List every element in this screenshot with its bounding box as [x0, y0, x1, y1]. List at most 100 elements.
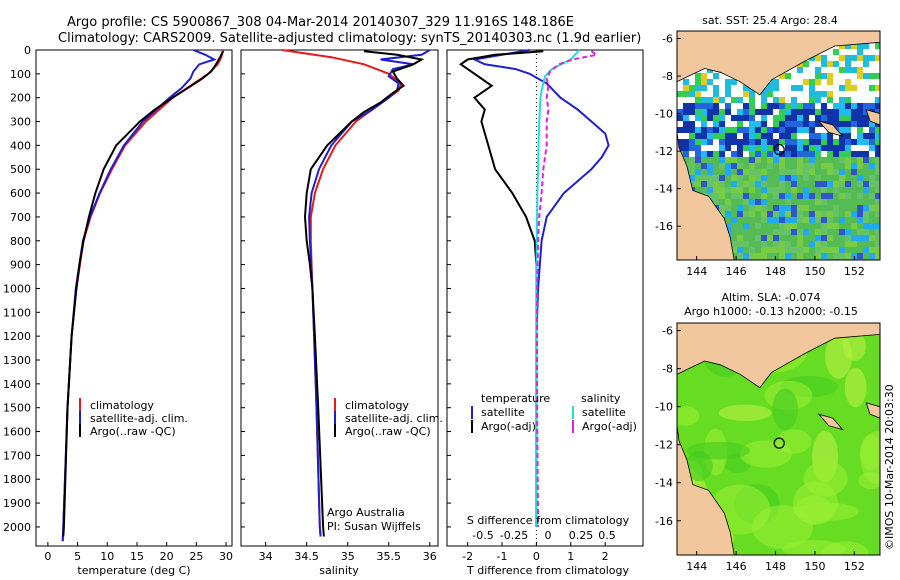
- island: [817, 120, 844, 137]
- sst-cell: [743, 127, 749, 133]
- sst-cell: [839, 109, 845, 115]
- sst-cell: [863, 253, 869, 259]
- x-tick-label: 30: [219, 550, 233, 563]
- sst-cell: [869, 145, 875, 151]
- sst-cell: [749, 163, 755, 169]
- sst-cell: [875, 67, 880, 73]
- sst-cell: [869, 91, 875, 97]
- sst-cell: [821, 205, 827, 211]
- sst-map[interactable]: [676, 30, 881, 265]
- sst-cell: [827, 91, 833, 97]
- sst-cell: [737, 133, 743, 139]
- sst-cell: [845, 211, 851, 217]
- sst-cell: [833, 91, 839, 97]
- sst-cell: [839, 91, 845, 97]
- sst-cell: [785, 103, 791, 109]
- sst-cell: [749, 187, 755, 193]
- sst-cell: [791, 103, 797, 109]
- sst-cell: [851, 103, 857, 109]
- sst-cell: [797, 205, 803, 211]
- sst-cell: [845, 157, 851, 163]
- sst-cell: [719, 139, 725, 145]
- sst-cell: [725, 85, 731, 91]
- sst-cell: [785, 175, 791, 181]
- sst-cell: [827, 85, 833, 91]
- sst-cell: [869, 187, 875, 193]
- sst-cell: [821, 109, 827, 115]
- lon-tick-label: 150: [804, 265, 825, 278]
- sst-cell: [845, 43, 851, 49]
- sst-cell: [827, 199, 833, 205]
- sst-cell: [857, 127, 863, 133]
- depth-tick-label: 800: [10, 235, 31, 248]
- sst-cell: [791, 73, 797, 79]
- sst-cell: [707, 127, 713, 133]
- sst-cell: [695, 79, 701, 85]
- sst-cell: [701, 91, 707, 97]
- sst-cell: [761, 109, 767, 115]
- sst-cell: [809, 193, 815, 199]
- sst-cell: [707, 73, 713, 79]
- sst-cell: [839, 205, 845, 211]
- sst-cell: [773, 163, 779, 169]
- sst-cell: [731, 157, 737, 163]
- sst-map-lon-axis: 144 146 148 150 152: [686, 256, 865, 278]
- sst-cell: [875, 49, 880, 55]
- depth-tick-label: 1900: [3, 497, 31, 510]
- sst-cell: [791, 151, 797, 157]
- sst-cell: [761, 253, 767, 259]
- sst-cell: [785, 97, 791, 103]
- sst-cell: [743, 145, 749, 151]
- sst-cell: [785, 91, 791, 97]
- sst-cell: [857, 187, 863, 193]
- sst-cell: [833, 247, 839, 253]
- t-difference-x-axis: -2 -1 0 1 2: [447, 49, 609, 563]
- sst-cell: [713, 151, 719, 157]
- sst-cell: [683, 127, 689, 133]
- sst-cell: [869, 151, 875, 157]
- sst-cell: [731, 199, 737, 205]
- argo-position-marker[interactable]: [773, 437, 785, 449]
- sst-cell: [779, 121, 785, 127]
- sst-cell: [779, 241, 785, 247]
- t-difference-xlabel: T difference from climatology: [466, 564, 629, 577]
- header-line2: Climatology: CARS2009. Satellite-adjuste…: [58, 31, 641, 46]
- sst-cell: [779, 235, 785, 241]
- x-tick-label: 0: [533, 550, 540, 563]
- sst-cell: [713, 121, 719, 127]
- sst-cell: [857, 115, 863, 121]
- sst-cell: [737, 91, 743, 97]
- sst-cell: [767, 97, 773, 103]
- sst-cell: [773, 235, 779, 241]
- sst-cell: [683, 79, 689, 85]
- map-field: [677, 323, 880, 555]
- sst-cell: [743, 85, 749, 91]
- x-tick-label: 25: [189, 550, 203, 563]
- sst-cell: [815, 205, 821, 211]
- depth-tick-label: 400: [10, 139, 31, 152]
- lon-tick-label: 148: [765, 265, 786, 278]
- sst-cell: [701, 97, 707, 103]
- depth-tick-label: 1700: [3, 449, 31, 462]
- argo-position-marker[interactable]: [773, 143, 785, 156]
- sst-cell: [827, 139, 833, 145]
- sst-cell: [767, 205, 773, 211]
- sst-cell: [719, 193, 725, 199]
- sst-cell: [809, 199, 815, 205]
- sst-cell: [701, 157, 707, 163]
- sla-map[interactable]: [648, 311, 894, 568]
- sst-cell: [797, 157, 803, 163]
- sst-cell: [695, 109, 701, 115]
- sst-cell: [839, 247, 845, 253]
- sst-cell: [845, 175, 851, 181]
- sst-cell: [761, 169, 767, 175]
- sst-cell: [755, 247, 761, 253]
- sst-cell: [773, 157, 779, 163]
- sst-cell: [743, 103, 749, 109]
- sst-cell: [791, 217, 797, 223]
- sst-cell: [875, 43, 880, 49]
- sst-cell: [803, 121, 809, 127]
- sst-cell: [839, 235, 845, 241]
- landmass: [677, 31, 880, 96]
- sst-cell: [749, 253, 755, 259]
